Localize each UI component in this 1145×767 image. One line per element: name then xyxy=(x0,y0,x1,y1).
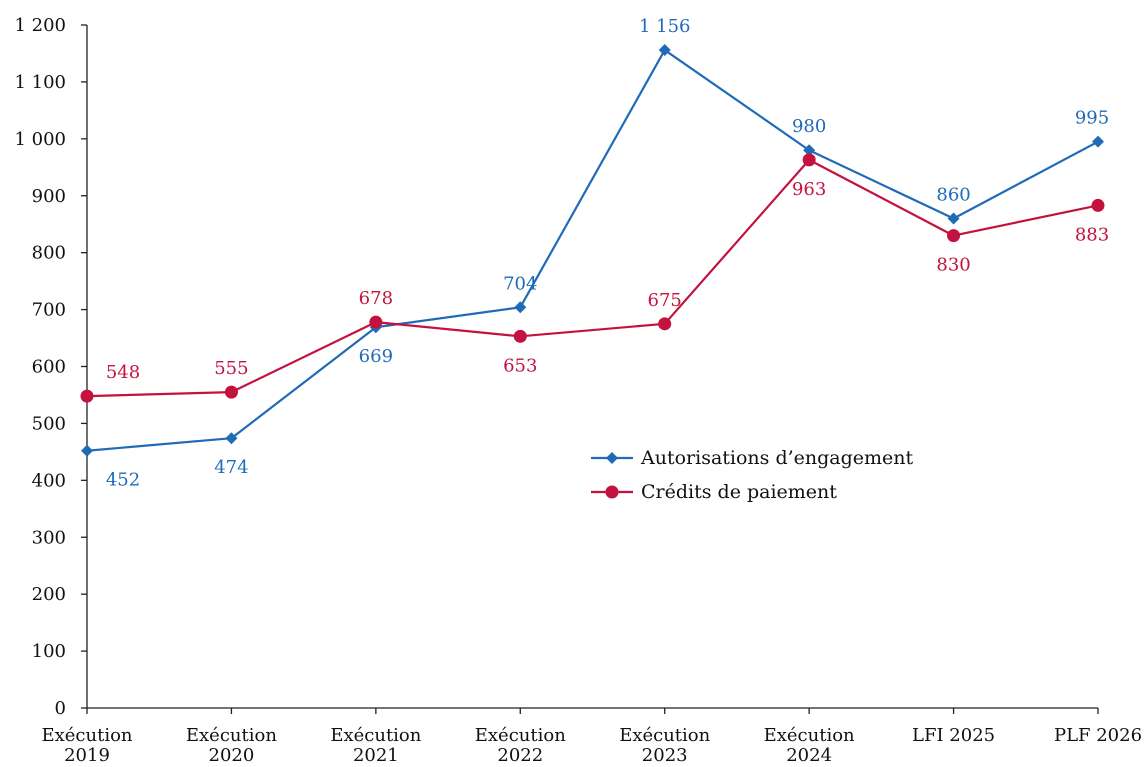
y-tick-label: 100 xyxy=(32,641,66,662)
x-tick-label: LFI 2025 xyxy=(912,725,995,746)
x-tick-label: 2022 xyxy=(497,745,543,766)
data-label: 860 xyxy=(936,185,970,206)
data-label: 669 xyxy=(359,346,393,367)
legend-diamond-marker xyxy=(606,452,618,464)
y-tick-label: 1 200 xyxy=(14,15,66,36)
x-tick-label: 2020 xyxy=(209,745,255,766)
data-label: 474 xyxy=(214,457,248,478)
y-tick-label: 1 100 xyxy=(14,72,66,93)
x-tick-label: Exécution xyxy=(764,725,855,746)
data-point-diamond xyxy=(81,444,93,457)
data-label: 1 156 xyxy=(639,16,691,37)
legend-entry: Crédits de paiement xyxy=(591,481,837,503)
y-tick-label: 0 xyxy=(55,698,66,719)
data-point-circle xyxy=(80,389,94,403)
series-line xyxy=(86,48,1099,452)
y-tick-label: 900 xyxy=(32,186,66,207)
data-label: 555 xyxy=(214,358,248,379)
x-tick-label: Exécution xyxy=(619,725,710,746)
x-tick-label: 2023 xyxy=(642,745,688,766)
y-tick-label: 700 xyxy=(32,300,66,321)
data-point-circle xyxy=(224,385,238,399)
data-point-diamond xyxy=(225,432,238,445)
series-autorisations-engagement: 452 474 669 704 1 156 980 860 995 xyxy=(81,16,1109,491)
series-credits-paiement: 548 555 678 653 675 963 830 883 xyxy=(80,153,1109,403)
data-point-diamond xyxy=(947,212,960,225)
data-label: 830 xyxy=(936,255,970,276)
legend-circle-marker xyxy=(605,485,619,499)
x-tick-label: 2024 xyxy=(786,745,832,766)
data-label: 548 xyxy=(106,362,140,383)
data-point-diamond xyxy=(658,44,671,57)
y-tick-label: 400 xyxy=(32,470,66,491)
y-tick-label: 500 xyxy=(32,413,66,434)
data-label: 675 xyxy=(648,290,682,311)
series-line xyxy=(86,158,1099,398)
y-tick-label: 1 000 xyxy=(14,129,66,150)
legend-label: Autorisations d’engagement xyxy=(640,447,914,469)
x-tick-label: Exécution xyxy=(475,725,566,746)
data-point-circle xyxy=(802,153,816,167)
axes: 0 100 200 300 400 500 600 700 800 900 1 000 1 100 1 … xyxy=(14,15,1142,766)
legend: Autorisations d’engagement Crédits de pai… xyxy=(591,447,914,503)
data-label: 883 xyxy=(1075,224,1109,245)
legend-label: Crédits de paiement xyxy=(641,481,837,503)
y-tick-label: 800 xyxy=(32,243,66,264)
data-point-diamond xyxy=(514,301,527,314)
data-point-diamond xyxy=(1092,135,1104,148)
data-label: 653 xyxy=(503,355,537,376)
x-tick-label: 2021 xyxy=(353,745,399,766)
x-tick-label: PLF 2026 xyxy=(1054,725,1142,746)
x-tick-label: Exécution xyxy=(186,725,277,746)
y-tick-label: 200 xyxy=(32,584,66,605)
data-label: 995 xyxy=(1075,108,1109,129)
data-point-diamond xyxy=(803,144,816,157)
y-tick-label: 300 xyxy=(32,527,66,548)
data-label: 963 xyxy=(792,179,826,200)
data-point-circle xyxy=(947,229,961,243)
data-label: 980 xyxy=(792,116,826,137)
data-point-circle xyxy=(513,329,527,343)
y-tick-label: 600 xyxy=(32,357,66,378)
x-tick-label: Exécution xyxy=(330,725,421,746)
legend-entry: Autorisations d’engagement xyxy=(591,447,914,469)
data-label: 704 xyxy=(503,273,537,294)
x-tick-label: Exécution xyxy=(41,725,132,746)
data-point-circle xyxy=(369,315,383,329)
series-layer: 452 474 669 704 1 156 980 860 995 548 555 678 653 67… xyxy=(80,16,1109,491)
data-label: 678 xyxy=(359,288,393,309)
data-point-circle xyxy=(658,317,672,331)
data-label: 452 xyxy=(106,470,140,491)
data-point-circle xyxy=(1091,198,1105,212)
x-tick-label: 2019 xyxy=(64,745,110,766)
